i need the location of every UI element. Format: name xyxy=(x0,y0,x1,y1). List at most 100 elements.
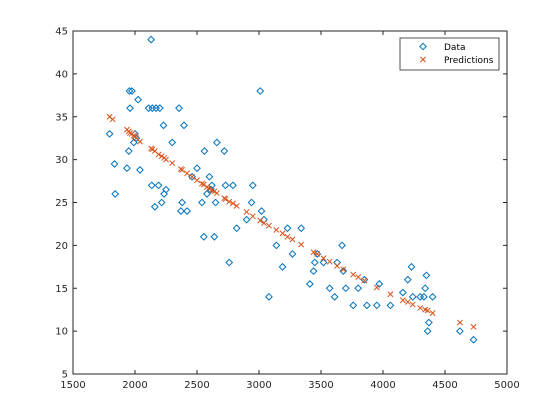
data-point xyxy=(183,207,191,215)
prediction-point-stroke-b xyxy=(284,233,291,240)
y-tick-label: 30 xyxy=(55,155,68,166)
prediction-point xyxy=(320,255,327,262)
prediction-point xyxy=(429,310,436,317)
x-tick-label: 3500 xyxy=(308,380,333,391)
prediction-point-stroke-b xyxy=(189,173,195,180)
prediction-point-stroke-b xyxy=(158,153,165,160)
data-point xyxy=(207,181,216,190)
prediction-point-stroke-b xyxy=(194,177,200,184)
data-point xyxy=(339,267,348,276)
prediction-point-stroke-b xyxy=(206,185,213,192)
x-tick-label: 1500 xyxy=(60,380,85,391)
data-point xyxy=(168,138,177,147)
data-point xyxy=(198,198,206,207)
prediction-point xyxy=(404,299,411,305)
data-point xyxy=(297,224,306,233)
prediction-point-stroke-b xyxy=(314,250,321,257)
data-point xyxy=(325,284,334,293)
data-point xyxy=(375,280,384,288)
prediction-point xyxy=(298,241,305,248)
data-point xyxy=(123,164,131,173)
prediction-point xyxy=(206,185,213,192)
data-point xyxy=(125,87,134,95)
data-point xyxy=(407,262,416,271)
prediction-point xyxy=(265,222,272,229)
legend-marker-predictions xyxy=(420,56,426,63)
prediction-point-stroke-b xyxy=(456,319,463,326)
y-tick-label: 20 xyxy=(55,241,68,252)
prediction-point-stroke-b xyxy=(361,277,368,284)
prediction-point-stroke-b xyxy=(273,226,280,233)
prediction-point xyxy=(350,271,357,278)
data-point xyxy=(362,301,371,310)
prediction-point xyxy=(213,190,220,197)
prediction-point-stroke-b xyxy=(226,198,233,205)
prediction-point xyxy=(211,188,218,195)
prediction-point-stroke-b xyxy=(373,284,380,291)
prediction-point xyxy=(127,130,133,136)
data-point xyxy=(180,121,188,130)
prediction-point-stroke-b xyxy=(149,146,156,153)
x-tick-label: 2000 xyxy=(122,380,147,391)
prediction-point-stroke-b xyxy=(233,202,240,209)
prediction-point xyxy=(163,156,169,163)
prediction-point-stroke-b xyxy=(409,301,416,308)
data-point xyxy=(210,232,219,241)
prediction-point xyxy=(361,277,368,284)
x-tick-label: 2500 xyxy=(184,380,209,391)
data-point xyxy=(256,87,265,95)
prediction-point xyxy=(194,177,200,184)
prediction-point-stroke-b xyxy=(417,305,424,311)
prediction-point-stroke-b xyxy=(230,200,236,207)
data-point xyxy=(428,292,437,301)
data-point xyxy=(232,224,241,233)
y-tick-label: 25 xyxy=(55,198,68,209)
data-point xyxy=(154,181,163,190)
prediction-point-stroke-b xyxy=(200,181,207,188)
legend-marker-data xyxy=(419,42,427,51)
data-point xyxy=(288,250,297,258)
prediction-point-stroke-b xyxy=(184,170,191,177)
legend-x-icon xyxy=(420,56,426,63)
data-point xyxy=(175,104,183,113)
data-point xyxy=(193,164,201,173)
x-tick-label: 5000 xyxy=(494,380,519,391)
data-point xyxy=(278,262,287,271)
data-point xyxy=(200,147,209,155)
prediction-point xyxy=(310,249,317,256)
prediction-point xyxy=(279,230,286,237)
data-point xyxy=(136,166,144,174)
prediction-point-stroke-b xyxy=(289,236,296,243)
data-point xyxy=(403,275,412,284)
prediction-point-stroke-b xyxy=(404,299,411,305)
prediction-point xyxy=(203,184,210,191)
prediction-point xyxy=(387,291,394,298)
data-point xyxy=(110,160,119,168)
x-axis: 1500 2000 2500 3000 3500 4000 4500 5000 xyxy=(60,31,520,391)
prediction-point xyxy=(373,284,380,291)
data-point xyxy=(221,181,230,190)
data-point xyxy=(272,241,281,250)
data-point xyxy=(155,104,164,113)
y-tick-label: 10 xyxy=(55,327,68,338)
data-point xyxy=(150,202,159,211)
prediction-point xyxy=(409,301,416,308)
data-point xyxy=(386,301,395,310)
data-point xyxy=(420,292,428,301)
prediction-point-stroke-b xyxy=(151,148,158,155)
prediction-point xyxy=(257,217,264,224)
data-point xyxy=(111,190,120,198)
prediction-point xyxy=(155,151,162,158)
y-tick-label: 15 xyxy=(55,284,68,295)
prediction-point-stroke-b xyxy=(133,135,140,142)
prediction-point xyxy=(199,180,205,187)
prediction-point xyxy=(149,146,156,153)
prediction-point-stroke-b xyxy=(213,190,220,197)
prediction-point xyxy=(273,226,280,233)
data-point xyxy=(105,129,114,138)
legend-label-data: Data xyxy=(444,43,466,53)
prediction-point-stroke-b xyxy=(203,184,210,191)
data-point xyxy=(159,121,168,130)
prediction-point xyxy=(470,323,477,330)
